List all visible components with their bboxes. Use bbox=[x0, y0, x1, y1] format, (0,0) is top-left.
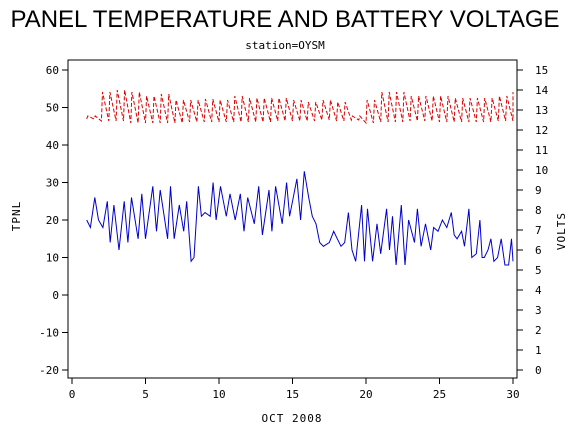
y-right-tick-label: 2 bbox=[535, 324, 542, 337]
y-right-tick-label: 13 bbox=[535, 104, 548, 117]
chart-title: PANEL TEMPERATURE AND BATTERY VOLTAGE bbox=[10, 6, 559, 33]
y-right-tick-label: 6 bbox=[535, 244, 542, 257]
x-tick-label: 20 bbox=[359, 388, 372, 401]
y-left-tick-label: 30 bbox=[46, 177, 59, 190]
x-tick-label: 25 bbox=[433, 388, 446, 401]
series-line-voltage bbox=[86, 89, 514, 125]
y-right-tick-label: 5 bbox=[535, 264, 542, 277]
y-left-tick-label: 20 bbox=[46, 214, 59, 227]
y-left-tick-label: 10 bbox=[46, 252, 59, 265]
chart-subtitle: station=OYSM bbox=[245, 39, 325, 52]
y-right-tick-label: 12 bbox=[535, 124, 548, 137]
y-axis-left-label: TPNL bbox=[10, 201, 23, 232]
y-left-tick-label: 0 bbox=[52, 289, 59, 302]
y-right-tick-label: 8 bbox=[535, 204, 542, 217]
y-right-tick-label: 4 bbox=[535, 284, 542, 297]
x-tick-label: 5 bbox=[142, 388, 149, 401]
x-axis-label: OCT 2008 bbox=[262, 412, 323, 425]
y-right-tick-label: 1 bbox=[535, 344, 542, 357]
x-tick-label: 0 bbox=[69, 388, 76, 401]
y-right-tick-label: 10 bbox=[535, 164, 548, 177]
y-left-tick-label: -20 bbox=[39, 364, 59, 377]
y-left-tick-label: 50 bbox=[46, 102, 59, 115]
series-layer bbox=[86, 89, 514, 266]
series-line-temperature bbox=[86, 171, 514, 266]
y-left-tick-label: -10 bbox=[39, 327, 59, 340]
y-right-tick-label: 3 bbox=[535, 304, 542, 317]
y-right-tick-label: 15 bbox=[535, 64, 548, 77]
y-right-tick-label: 0 bbox=[535, 364, 542, 377]
x-tick-label: 10 bbox=[212, 388, 225, 401]
left-axis-ticks: -20 -10 0 10 20 30 40 50 60 bbox=[39, 64, 68, 377]
y-right-tick-label: 9 bbox=[535, 184, 542, 197]
x-tick-label: 30 bbox=[506, 388, 519, 401]
y-right-tick-label: 7 bbox=[535, 224, 542, 237]
x-axis-ticks: 0 5 10 15 20 25 30 bbox=[69, 378, 520, 401]
y-left-tick-label: 40 bbox=[46, 139, 59, 152]
x-tick-label: 15 bbox=[286, 388, 299, 401]
y-right-tick-label: 14 bbox=[535, 84, 549, 97]
y-axis-right-label: VOLTS bbox=[555, 212, 568, 250]
y-left-tick-label: 60 bbox=[46, 64, 59, 77]
y-right-tick-label: 11 bbox=[535, 144, 548, 157]
